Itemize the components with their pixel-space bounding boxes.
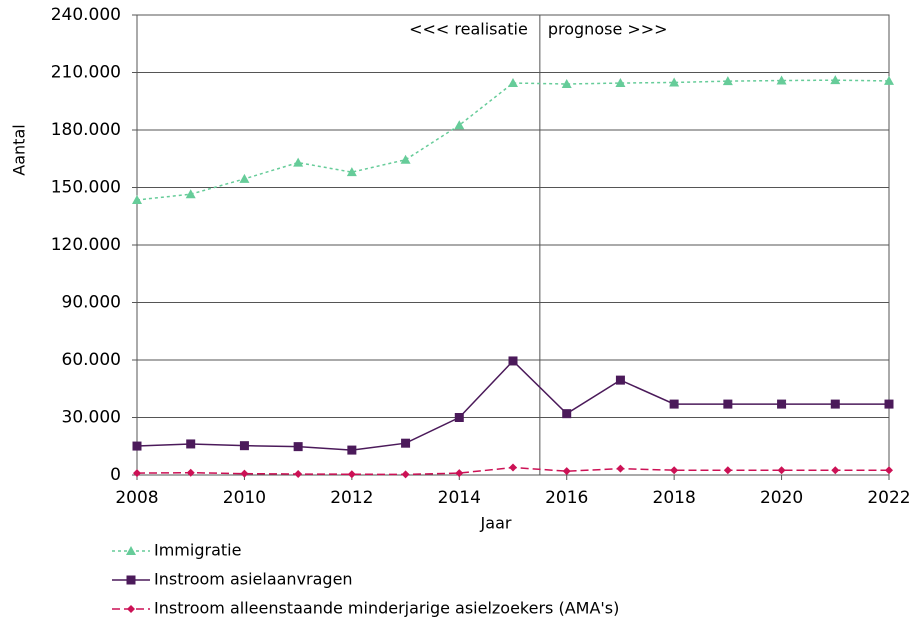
marker (454, 413, 464, 422)
marker (831, 466, 840, 475)
marker (133, 469, 141, 478)
marker (830, 75, 841, 85)
marker (777, 466, 786, 475)
marker (126, 546, 136, 555)
y-tick-label: 60.000 (62, 350, 121, 370)
marker (509, 463, 517, 472)
marker (401, 438, 411, 448)
marker (454, 120, 465, 130)
marker (346, 167, 357, 177)
marker (723, 466, 732, 475)
series-line (136, 79, 890, 201)
marker (562, 409, 572, 419)
marker (615, 375, 625, 385)
marker (615, 78, 626, 88)
y-tick-label: 210.000 (51, 63, 121, 83)
marker (132, 441, 142, 451)
marker (830, 399, 840, 409)
marker (239, 173, 250, 183)
marker (347, 470, 356, 479)
annotation: prognose >>> (548, 20, 668, 39)
marker (562, 467, 571, 476)
marker (186, 468, 195, 477)
marker (884, 399, 894, 409)
marker (508, 356, 518, 366)
marker (885, 466, 893, 475)
marker (240, 469, 249, 478)
x-tick-label: 2012 (330, 488, 373, 508)
marker (455, 469, 464, 478)
x-axis-title: Jaar (480, 514, 512, 533)
marker (186, 439, 196, 449)
marker (185, 189, 196, 199)
y-tick-label: 120.000 (51, 235, 121, 255)
y-tick-label: 0 (110, 465, 121, 485)
y-axis-title: Aantal (10, 124, 29, 175)
marker (776, 75, 787, 85)
marker (723, 399, 733, 409)
marker (132, 194, 142, 204)
marker (777, 399, 787, 409)
x-tick-label: 2018 (653, 488, 696, 508)
y-tick-label: 180.000 (51, 120, 121, 140)
marker (347, 445, 357, 455)
marker (126, 575, 136, 585)
marker (401, 470, 410, 479)
plot-border (136, 14, 890, 476)
marker (722, 76, 733, 86)
marker (884, 75, 894, 85)
marker (670, 466, 679, 475)
y-tick-label: 90.000 (62, 293, 121, 313)
marker (400, 154, 411, 164)
annotation: <<< realisatie (409, 20, 528, 39)
x-tick-label: 2010 (223, 488, 266, 508)
marker (669, 399, 679, 409)
x-tick-label: 2020 (760, 488, 803, 508)
x-tick-label: 2014 (438, 488, 481, 508)
marker (127, 605, 135, 613)
x-tick-label: 2022 (867, 488, 910, 508)
marker (293, 157, 304, 167)
legend-label: Immigratie (154, 541, 241, 560)
marker (561, 79, 572, 88)
legend-label: Instroom alleenstaande minderjarige asie… (154, 599, 619, 618)
legend-label: Instroom asielaanvragen (154, 570, 353, 589)
marker (239, 441, 249, 451)
y-tick-label: 240.000 (51, 5, 121, 25)
y-tick-label: 150.000 (51, 178, 121, 198)
series-line (136, 359, 889, 451)
y-tick-label: 30.000 (62, 408, 121, 428)
marker (508, 78, 518, 88)
marker (669, 77, 680, 87)
marker (294, 470, 303, 479)
x-tick-label: 2016 (545, 488, 588, 508)
marker (616, 464, 625, 473)
marker (293, 442, 303, 452)
x-tick-label: 2008 (115, 488, 158, 508)
